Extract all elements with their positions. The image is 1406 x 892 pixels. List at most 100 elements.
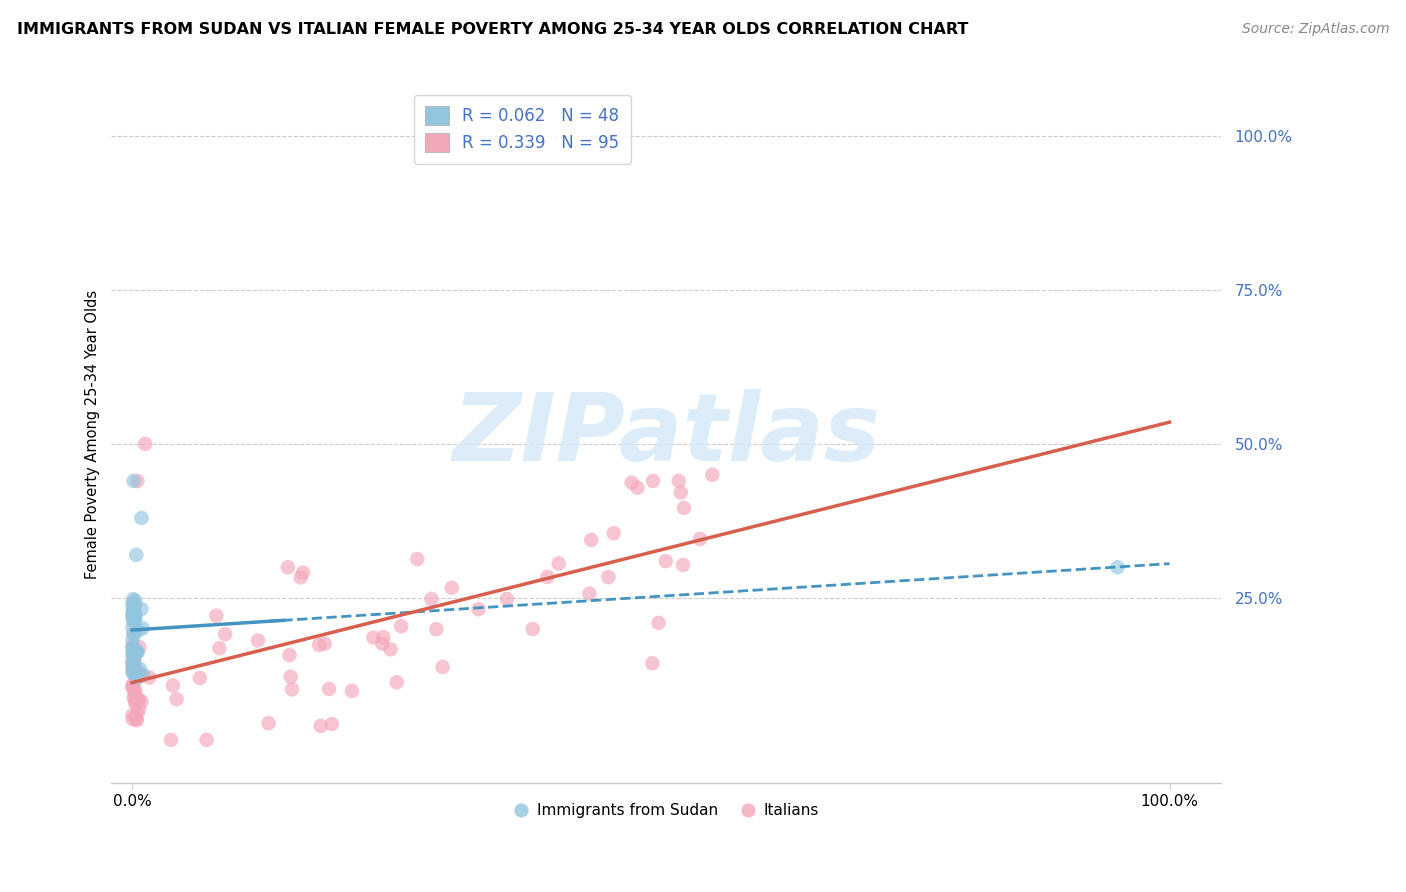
Point xyxy=(127,624,149,638)
Point xyxy=(702,467,724,482)
Point xyxy=(124,685,146,699)
Point xyxy=(127,474,149,488)
Point xyxy=(124,610,146,624)
Point xyxy=(127,645,149,659)
Point xyxy=(124,710,146,724)
Point xyxy=(124,598,146,612)
Point xyxy=(641,657,664,671)
Point xyxy=(440,581,463,595)
Point xyxy=(598,570,620,584)
Point xyxy=(205,608,228,623)
Point xyxy=(122,474,145,488)
Point xyxy=(321,717,343,731)
Point xyxy=(138,671,160,685)
Point xyxy=(121,633,143,648)
Point xyxy=(122,690,145,705)
Point xyxy=(121,646,143,660)
Point xyxy=(124,615,146,629)
Point xyxy=(121,665,143,680)
Point xyxy=(162,678,184,692)
Point xyxy=(373,630,395,644)
Point xyxy=(309,719,332,733)
Point xyxy=(128,640,150,655)
Point xyxy=(669,485,692,500)
Point xyxy=(406,552,429,566)
Point xyxy=(121,609,143,624)
Point xyxy=(467,602,489,616)
Point xyxy=(125,548,148,562)
Point xyxy=(280,670,302,684)
Point xyxy=(672,558,695,572)
Point xyxy=(536,570,558,584)
Point xyxy=(380,642,402,657)
Point xyxy=(655,554,678,568)
Point xyxy=(121,708,143,723)
Point xyxy=(131,694,153,708)
Point xyxy=(122,652,145,666)
Point xyxy=(121,658,143,673)
Point xyxy=(371,637,394,651)
Point xyxy=(128,693,150,707)
Text: IMMIGRANTS FROM SUDAN VS ITALIAN FEMALE POVERTY AMONG 25-34 YEAR OLDS CORRELATIO: IMMIGRANTS FROM SUDAN VS ITALIAN FEMALE … xyxy=(17,22,969,37)
Point xyxy=(641,474,664,488)
Point xyxy=(122,640,145,654)
Point xyxy=(121,642,143,657)
Point xyxy=(122,641,145,656)
Point xyxy=(425,622,447,636)
Point xyxy=(121,656,143,670)
Point xyxy=(122,613,145,627)
Point xyxy=(160,732,183,747)
Point xyxy=(420,591,443,606)
Point xyxy=(124,658,146,673)
Point xyxy=(122,628,145,642)
Point xyxy=(125,664,148,678)
Point xyxy=(689,532,711,546)
Point xyxy=(125,645,148,659)
Point xyxy=(124,651,146,665)
Point xyxy=(246,633,269,648)
Point xyxy=(121,639,143,653)
Point xyxy=(122,655,145,669)
Point xyxy=(122,642,145,657)
Point xyxy=(122,666,145,681)
Point xyxy=(308,638,330,652)
Point xyxy=(121,656,143,670)
Point xyxy=(122,657,145,671)
Point xyxy=(121,678,143,692)
Point xyxy=(121,605,143,619)
Point xyxy=(121,649,143,664)
Point xyxy=(131,602,153,616)
Point xyxy=(122,681,145,695)
Point xyxy=(122,614,145,628)
Point xyxy=(281,682,304,697)
Point xyxy=(125,713,148,727)
Point xyxy=(1107,560,1129,574)
Point xyxy=(547,557,569,571)
Point xyxy=(620,475,643,490)
Point xyxy=(318,681,340,696)
Point xyxy=(290,570,312,584)
Point xyxy=(668,474,690,488)
Point xyxy=(128,666,150,681)
Point xyxy=(124,691,146,706)
Point xyxy=(432,660,454,674)
Point xyxy=(522,622,544,636)
Point xyxy=(121,609,143,624)
Point xyxy=(131,511,153,525)
Point xyxy=(128,692,150,706)
Point xyxy=(121,712,143,726)
Point xyxy=(124,696,146,710)
Point xyxy=(122,643,145,657)
Text: Source: ZipAtlas.com: Source: ZipAtlas.com xyxy=(1241,22,1389,37)
Point xyxy=(121,599,143,614)
Point xyxy=(124,683,146,698)
Point xyxy=(124,665,146,680)
Point xyxy=(122,665,145,680)
Point xyxy=(208,641,231,656)
Point xyxy=(128,701,150,715)
Point xyxy=(385,675,408,690)
Point xyxy=(131,621,153,635)
Y-axis label: Female Poverty Among 25-34 Year Olds: Female Poverty Among 25-34 Year Olds xyxy=(86,290,100,579)
Point xyxy=(125,698,148,712)
Point xyxy=(122,626,145,640)
